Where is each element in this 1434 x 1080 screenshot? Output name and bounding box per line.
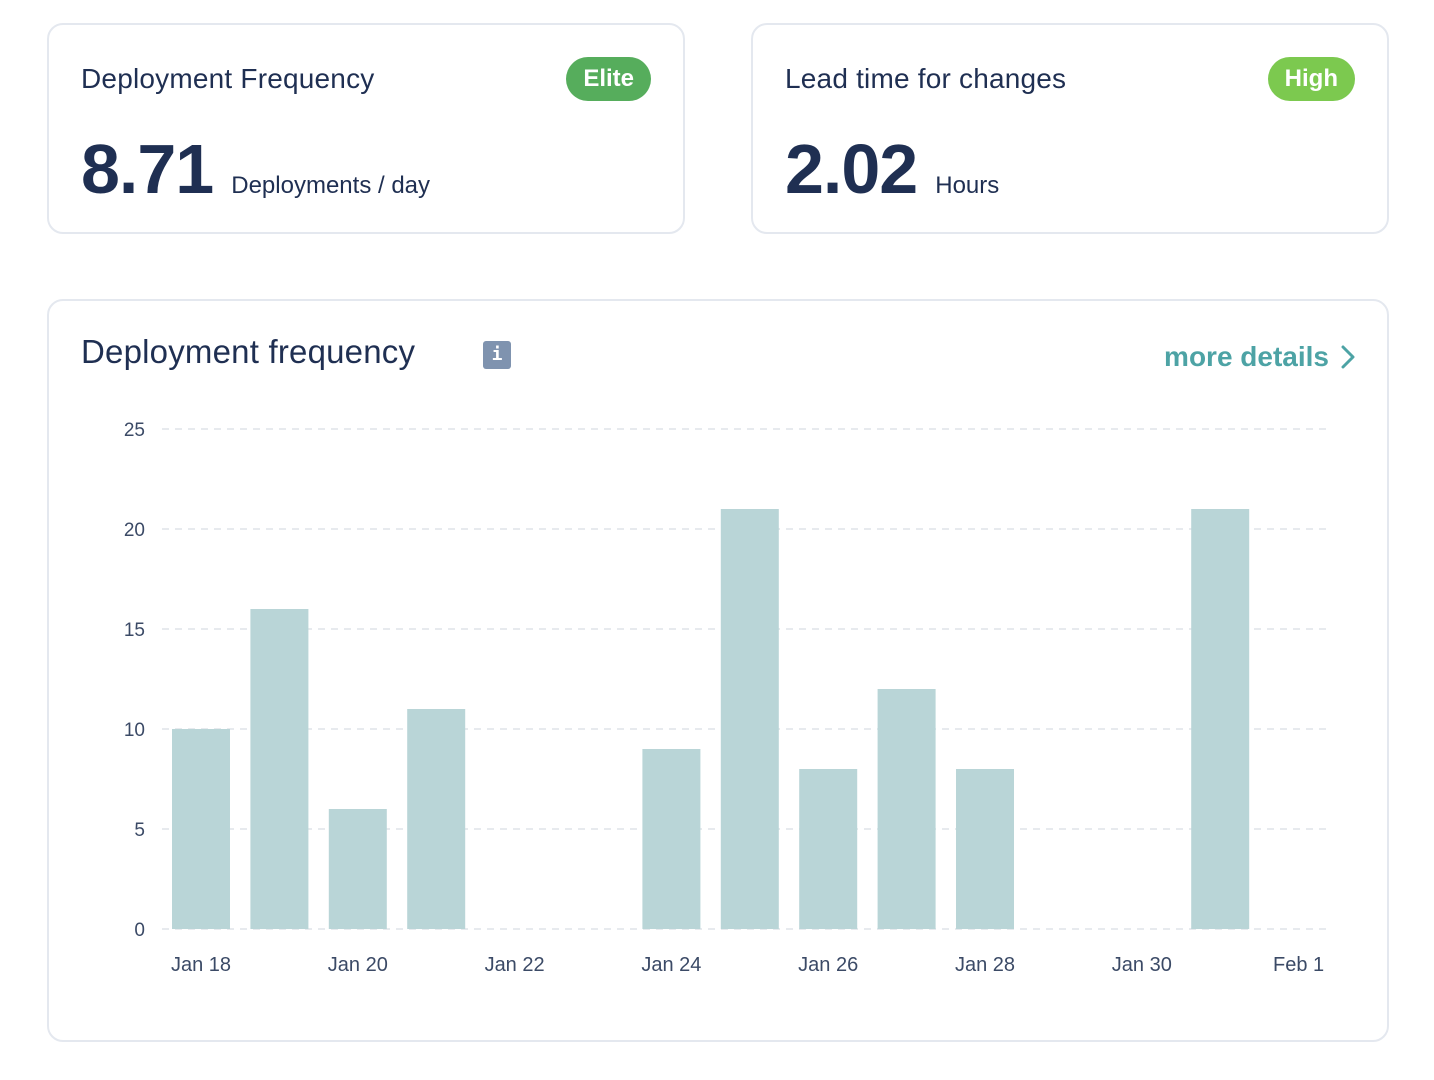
metric-unit: Deployments / day <box>231 172 431 199</box>
x-tick-label: Jan 30 <box>1112 954 1172 976</box>
bar-jan-24[interactable] <box>642 749 701 929</box>
x-tick-label: Jan 20 <box>328 954 388 976</box>
y-tick-label: 25 <box>124 420 145 441</box>
deployment-frequency-chart-card: 0 5 10 15 20 25 Jan 18 Jan 20 Jan 22 Jan 24 Jan 26… <box>47 299 1389 1042</box>
high-badge: High <box>1267 57 1355 101</box>
x-tick-label: Jan 28 <box>955 954 1015 976</box>
elite-badge: Elite <box>566 57 651 101</box>
chevron-right-icon <box>1341 345 1355 369</box>
bar-jan-20[interactable] <box>328 809 387 929</box>
y-tick-label: 0 <box>134 920 145 941</box>
more-details-link[interactable]: more details <box>1164 341 1355 373</box>
y-tick-label: 15 <box>124 620 145 641</box>
metric-row: 2.02 Hours <box>785 129 999 209</box>
bar-jan-26[interactable] <box>799 769 858 929</box>
chart-panel-title: Deployment frequency <box>81 333 416 370</box>
metric-title: Lead time for changes <box>785 63 1067 94</box>
y-tick-label: 5 <box>134 820 145 841</box>
y-tick-label: 20 <box>124 520 145 541</box>
bar-jan-21[interactable] <box>407 709 466 929</box>
bar-jan-27[interactable] <box>877 689 936 929</box>
bar-chart: 0 5 10 15 20 25 Jan 18 Jan 20 Jan 22 Jan 24 Jan 26… <box>124 420 1332 976</box>
bar-jan-28[interactable] <box>956 769 1014 929</box>
metric-value: 8.71 <box>81 130 214 208</box>
bar-jan-31[interactable] <box>1191 509 1250 929</box>
x-tick-label: Jan 26 <box>798 954 858 976</box>
deployment-frequency-card: Deployment Frequency Elite 8.71 Deployme… <box>47 23 685 234</box>
lead-time-card: Lead time for changes High 2.02 Hours <box>751 23 1389 234</box>
metric-title: Deployment Frequency <box>81 63 375 94</box>
x-tick-label: Jan 18 <box>171 954 231 976</box>
metric-unit: Hours <box>935 172 1000 199</box>
more-details-label: more details <box>1164 341 1329 372</box>
y-tick-label: 10 <box>124 720 145 741</box>
metric-value: 2.02 <box>785 130 918 208</box>
bar-jan-19[interactable] <box>250 609 309 929</box>
x-tick-label: Jan 22 <box>485 954 545 976</box>
metric-row: 8.71 Deployments / day <box>81 129 430 209</box>
x-tick-label: Feb 1 <box>1273 954 1324 976</box>
x-tick-label: Jan 24 <box>641 954 701 976</box>
bar-jan-25[interactable] <box>720 509 779 929</box>
info-icon[interactable]: i <box>483 341 511 369</box>
bar-jan-18[interactable] <box>172 729 230 929</box>
